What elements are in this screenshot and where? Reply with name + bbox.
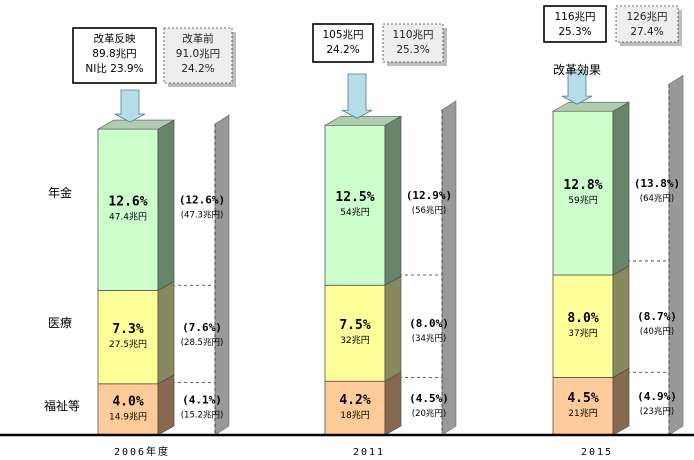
value-label-welfare: 4.5%	[567, 391, 598, 406]
amount-label-welfare: 14.9兆円	[109, 411, 147, 422]
pre-reform-value-label-pension: (13.8%)	[634, 177, 680, 190]
value-label-pension: 12.8%	[563, 178, 602, 193]
bar-segment-medical	[324, 284, 386, 382]
pre-reform-total-text: 24.2%	[181, 63, 214, 75]
pre-reform-value-label-welfare: (4.1%)	[182, 393, 222, 406]
reform-total-text: 105兆円	[322, 29, 363, 41]
amount-label-medical: 37兆円	[568, 328, 597, 339]
amount-label-pension: 47.4兆円	[109, 212, 147, 223]
bar-side-pension	[384, 115, 402, 286]
pre-reform-total-text: 25.3%	[396, 44, 429, 56]
ghost-bar-side	[214, 114, 230, 436]
category-label-pension: 年金	[48, 185, 72, 200]
pre-reform-value-label-welfare: (4.9%)	[637, 390, 677, 403]
bar-segment-pension	[324, 124, 386, 286]
pre-reform-value-label-medical: (8.7%)	[637, 310, 677, 323]
bar-side-medical	[384, 275, 402, 382]
amount-label-welfare: 18兆円	[340, 410, 369, 421]
amount-label-pension: 54兆円	[340, 207, 369, 218]
ghost-bar-side	[668, 74, 684, 436]
pre-reform-total-box	[615, 5, 679, 43]
amount-label-pension: 59兆円	[568, 195, 597, 206]
reform-arrow	[114, 89, 146, 123]
pre-reform-amount-label-medical: (34兆円)	[412, 333, 446, 344]
bar-top	[96, 119, 176, 130]
bar-side-welfare	[612, 367, 630, 436]
pre-reform-value-label-pension: (12.6%)	[179, 194, 225, 207]
value-label-medical: 8.0%	[567, 311, 598, 326]
pre-reform-total-text: 126兆円	[626, 11, 667, 23]
reform-arrow	[561, 69, 593, 105]
pre-reform-value-label-medical: (8.0%)	[409, 317, 449, 330]
bar-segment-welfare	[324, 380, 386, 436]
bar-side-medical	[157, 280, 175, 385]
bar-side-medical	[612, 265, 630, 378]
pre-reform-ghost-bars	[160, 74, 684, 436]
annotation-reform-effect: 改革効果	[553, 62, 601, 77]
bar-segment-medical	[552, 274, 614, 378]
amount-label-medical: 27.5兆円	[109, 339, 147, 350]
pre-reform-amount-label-medical: (40兆円)	[640, 326, 674, 337]
reform-total-box	[72, 27, 157, 84]
bar-side-welfare	[384, 371, 402, 436]
pre-reform-amount-label-welfare: (15.2兆円)	[181, 409, 224, 420]
ghost-bar-side	[441, 100, 457, 436]
reform-total-box	[312, 23, 374, 63]
pre-reform-value-label-medical: (7.6%)	[182, 321, 222, 334]
year-label: 2011	[353, 447, 385, 458]
bar-side-pension	[157, 119, 175, 291]
pre-reform-total-box	[382, 23, 444, 63]
pre-reform-amount-label-welfare: (20兆円)	[412, 408, 446, 419]
year-label: 2015	[581, 447, 613, 458]
pre-reform-total-text: 改革前	[182, 32, 214, 45]
amount-label-medical: 32兆円	[340, 335, 369, 346]
bar-side-pension	[612, 101, 630, 276]
bar-top	[551, 101, 631, 112]
value-label-pension: 12.5%	[335, 190, 374, 205]
total-boxes: 改革反映 89.8兆円 NI比 23.9% 105兆円 24.2% 116兆円 25.3% 改…	[72, 5, 682, 87]
category-label-welfare: 福祉等	[44, 398, 80, 413]
value-label-welfare: 4.2%	[339, 393, 370, 408]
pre-reform-amount-label-pension: (56兆円)	[412, 205, 446, 216]
value-label-welfare: 4.0%	[112, 394, 143, 409]
segment-labels: 4.0% 14.9兆円 (4.1%) (15.2兆円) 7.3% 27.5兆円 (7.6%)…	[108, 177, 680, 458]
pre-reform-amount-label-pension: (47.3兆円)	[181, 210, 224, 221]
reform-total-text: 改革反映	[94, 32, 136, 45]
pre-reform-total-text: 110兆円	[392, 29, 433, 41]
pre-reform-value-label-welfare: (4.5%)	[409, 392, 449, 405]
value-label-medical: 7.3%	[112, 322, 143, 337]
pre-reform-total-text: 91.0兆円	[176, 48, 220, 60]
pre-reform-total-box	[163, 27, 233, 84]
reform-bars	[96, 69, 631, 436]
reform-total-text: 25.3%	[558, 26, 591, 38]
amount-label-welfare: 21兆円	[568, 408, 597, 419]
year-label: 2006年度	[114, 445, 170, 458]
reform-total-text: NI比 23.9%	[85, 62, 143, 75]
reform-total-box	[543, 5, 607, 43]
reform-total-text: 24.2%	[326, 44, 359, 56]
bar-segment-pension	[552, 110, 614, 276]
category-label-medical: 医療	[48, 316, 72, 330]
reform-total-text: 116兆円	[554, 11, 595, 23]
bar-side-welfare	[157, 374, 175, 436]
bar-segment-pension	[97, 128, 159, 291]
bar-top	[323, 115, 403, 126]
value-label-medical: 7.5%	[339, 318, 370, 333]
reform-total-text: 89.8兆円	[92, 48, 136, 60]
pre-reform-amount-label-welfare: (23兆円)	[640, 406, 674, 417]
value-label-pension: 12.6%	[108, 195, 147, 210]
reform-arrow	[341, 73, 373, 119]
pre-reform-total-text: 27.4%	[630, 26, 663, 38]
bar-segment-medical	[97, 289, 159, 385]
pre-reform-amount-label-medical: (28.5兆円)	[181, 337, 224, 348]
pre-reform-amount-label-pension: (64兆円)	[640, 193, 674, 204]
bar-segment-welfare	[97, 383, 159, 436]
pre-reform-value-label-pension: (12.9%)	[406, 189, 452, 202]
